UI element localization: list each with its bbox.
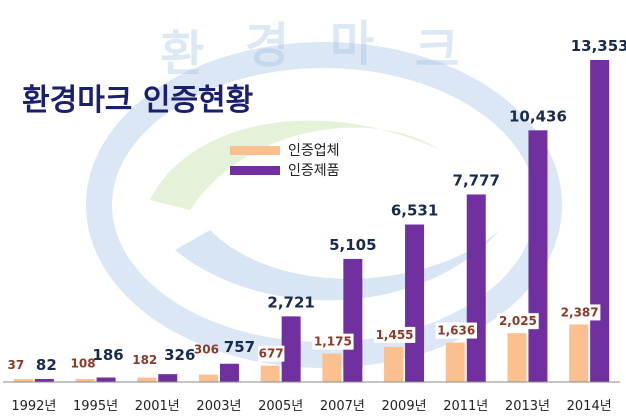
watermark-char: 환	[160, 26, 204, 82]
data-label-series-b: 6,531	[391, 202, 438, 220]
data-label-series-a: 1,175	[314, 335, 352, 349]
bar-series-a	[507, 333, 527, 382]
bar-series-a	[75, 379, 95, 382]
data-label-series-b: 7,777	[453, 171, 500, 189]
data-label-series-b: 186	[92, 346, 123, 364]
data-label-series-a: 677	[259, 347, 284, 361]
x-tick-label: 1992년	[11, 399, 56, 414]
x-tick-label: 2001년	[135, 399, 180, 414]
data-label-background	[435, 322, 477, 339]
watermark-char: 경	[245, 18, 289, 74]
data-label-series-b: 757	[224, 338, 255, 356]
data-label-series-a: 1,455	[376, 328, 414, 342]
bar-series-a	[260, 365, 280, 382]
bar-series-b	[590, 60, 610, 382]
bar-series-a	[322, 353, 342, 382]
legend-swatch-series-b	[230, 166, 280, 175]
bar-series-b	[405, 224, 425, 382]
data-label-series-b: 5,105	[329, 236, 376, 254]
data-label-series-b: 10,436	[509, 107, 567, 125]
data-label-background	[373, 326, 416, 343]
data-label-background	[497, 313, 539, 330]
data-label-background	[257, 345, 285, 362]
data-label-series-a: 306	[194, 343, 219, 357]
bar-series-b	[96, 377, 116, 382]
x-tick-label: 2011년	[443, 399, 488, 414]
data-label-series-a: 182	[132, 353, 157, 367]
watermark-green-leaf	[150, 120, 440, 210]
data-label-series-b: 326	[164, 346, 195, 364]
data-label-series-a: 2,387	[561, 305, 599, 319]
chart-title: 환경마크 인증현황	[22, 83, 253, 118]
x-tick-label: 1995년	[73, 399, 118, 414]
data-label-series-b: 82	[36, 356, 57, 374]
data-label-series-a: 2,025	[499, 314, 537, 328]
data-label-series-a: 1,636	[437, 324, 475, 338]
bar-series-b	[466, 194, 486, 382]
bar-series-b	[219, 363, 239, 382]
data-label-series-a: 108	[71, 357, 96, 371]
legend-swatch-series-a	[230, 146, 280, 155]
x-tick-label: 2014년	[567, 399, 612, 414]
legend: 인증업체 인증제품	[230, 143, 340, 179]
data-label-series-a: 37	[7, 358, 24, 372]
watermark-char: 마	[330, 16, 374, 72]
bar-series-a	[445, 342, 465, 382]
bar-series-b	[281, 316, 301, 382]
x-tick-label: 2007년	[320, 399, 365, 414]
x-tick-label: 2013년	[505, 399, 550, 414]
bar-series-a	[198, 374, 218, 382]
data-label-series-b: 13,353	[571, 37, 626, 55]
bar-series-b	[34, 379, 54, 382]
x-tick-label: 2003년	[196, 399, 241, 414]
watermark-char: 크	[415, 22, 459, 78]
legend-label-series-a: 인증업체	[288, 143, 340, 159]
bar-series-a	[384, 346, 404, 382]
x-tick-label: 2009년	[382, 399, 427, 414]
legend-label-series-b: 인증제품	[288, 163, 340, 179]
data-label-background	[558, 304, 601, 321]
bar-series-b	[158, 374, 178, 382]
bar-series-a	[569, 324, 589, 382]
data-label-background	[312, 333, 354, 350]
bar-series-a	[13, 379, 33, 382]
bar-series-b	[528, 130, 548, 382]
bar-series-a	[137, 377, 157, 382]
x-tick-label: 2005년	[258, 399, 303, 414]
bar-series-b	[343, 258, 363, 382]
data-label-series-b: 2,721	[267, 293, 314, 311]
